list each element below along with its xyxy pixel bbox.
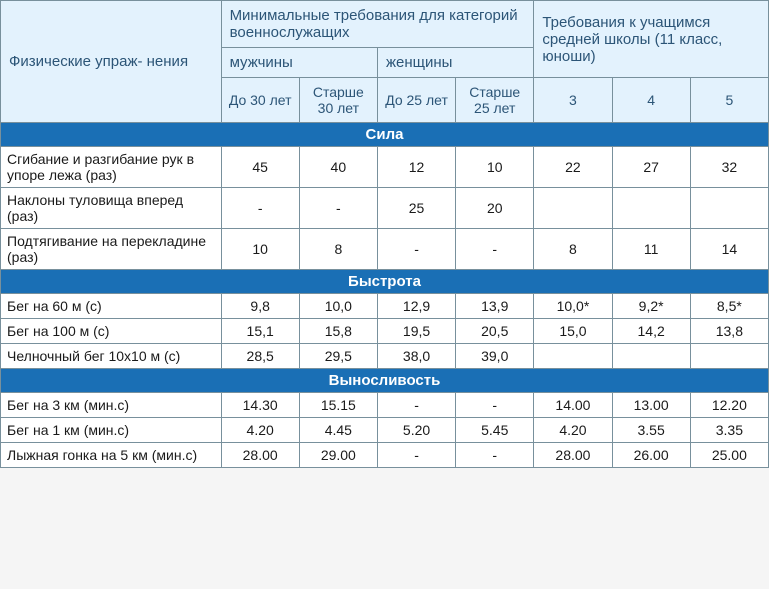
col-grade-4: 4 — [612, 78, 690, 123]
fitness-standards-table: Физические упраж- нения Минимальные треб… — [0, 0, 769, 468]
value-cell: 14.00 — [534, 393, 612, 418]
value-cell: 9,8 — [221, 294, 299, 319]
table-row: Лыжная гонка на 5 км (мин.с)28.0029.00--… — [1, 443, 769, 468]
value-cell: 20 — [456, 188, 534, 229]
value-cell: 19,5 — [377, 319, 455, 344]
value-cell: 40 — [299, 147, 377, 188]
col-women-under25: До 25 лет — [377, 78, 455, 123]
col-grade-3: 3 — [534, 78, 612, 123]
value-cell: 13,8 — [690, 319, 768, 344]
value-cell: - — [456, 443, 534, 468]
value-cell: 4.20 — [221, 418, 299, 443]
table-row: Бег на 100 м (с)15,115,819,520,515,014,2… — [1, 319, 769, 344]
value-cell: 25.00 — [690, 443, 768, 468]
value-cell: 8,5* — [690, 294, 768, 319]
table-body: СилаСгибание и разгибание рук в упоре ле… — [1, 123, 769, 468]
table-row: Бег на 1 км (мин.с)4.204.455.205.454.203… — [1, 418, 769, 443]
value-cell: 45 — [221, 147, 299, 188]
value-cell: 10 — [221, 229, 299, 270]
value-cell: 4.20 — [534, 418, 612, 443]
value-cell: - — [221, 188, 299, 229]
value-cell: 8 — [534, 229, 612, 270]
col-grade-5: 5 — [690, 78, 768, 123]
value-cell: - — [299, 188, 377, 229]
value-cell: 20,5 — [456, 319, 534, 344]
col-men-over30: Старше 30 лет — [299, 78, 377, 123]
value-cell — [534, 344, 612, 369]
value-cell: 11 — [612, 229, 690, 270]
exercise-name: Подтягивание на перекладине (раз) — [1, 229, 222, 270]
value-cell: 4.45 — [299, 418, 377, 443]
col-header-men: мужчины — [221, 48, 377, 78]
value-cell: 28.00 — [221, 443, 299, 468]
value-cell — [534, 188, 612, 229]
value-cell: 13,9 — [456, 294, 534, 319]
value-cell: 29,5 — [299, 344, 377, 369]
value-cell: 5.45 — [456, 418, 534, 443]
value-cell: 32 — [690, 147, 768, 188]
exercise-name: Лыжная гонка на 5 км (мин.с) — [1, 443, 222, 468]
section-header: Сила — [1, 123, 769, 147]
value-cell — [690, 188, 768, 229]
value-cell — [612, 188, 690, 229]
table-row: Наклоны туловища вперед (раз)--2520 — [1, 188, 769, 229]
exercise-name: Челночный бег 10х10 м (с) — [1, 344, 222, 369]
col-header-military: Минимальные требования для категорий вое… — [221, 1, 534, 48]
value-cell: 28,5 — [221, 344, 299, 369]
exercise-name: Бег на 60 м (с) — [1, 294, 222, 319]
exercise-name: Наклоны туловища вперед (раз) — [1, 188, 222, 229]
col-men-under30: До 30 лет — [221, 78, 299, 123]
table-row: Подтягивание на перекладине (раз)108--81… — [1, 229, 769, 270]
col-header-women: женщины — [377, 48, 533, 78]
value-cell: 22 — [534, 147, 612, 188]
value-cell: 27 — [612, 147, 690, 188]
table-row: Бег на 60 м (с)9,810,012,913,910,0*9,2*8… — [1, 294, 769, 319]
value-cell: 39,0 — [456, 344, 534, 369]
value-cell: 10,0* — [534, 294, 612, 319]
value-cell: 12.20 — [690, 393, 768, 418]
exercise-name: Бег на 3 км (мин.с) — [1, 393, 222, 418]
value-cell: 3.55 — [612, 418, 690, 443]
section-header: Быстрота — [1, 270, 769, 294]
value-cell: 15,1 — [221, 319, 299, 344]
value-cell: 14.30 — [221, 393, 299, 418]
value-cell: 9,2* — [612, 294, 690, 319]
value-cell: 12,9 — [377, 294, 455, 319]
value-cell: 8 — [299, 229, 377, 270]
value-cell: 14,2 — [612, 319, 690, 344]
value-cell — [612, 344, 690, 369]
value-cell: 10 — [456, 147, 534, 188]
value-cell: 10,0 — [299, 294, 377, 319]
value-cell: 29.00 — [299, 443, 377, 468]
value-cell: 15.15 — [299, 393, 377, 418]
table-row: Челночный бег 10х10 м (с)28,529,538,039,… — [1, 344, 769, 369]
value-cell: - — [377, 393, 455, 418]
value-cell: 26.00 — [612, 443, 690, 468]
section-header: Выносливость — [1, 369, 769, 393]
value-cell: 25 — [377, 188, 455, 229]
value-cell: 5.20 — [377, 418, 455, 443]
exercise-name: Бег на 1 км (мин.с) — [1, 418, 222, 443]
table-row: Сгибание и разгибание рук в упоре лежа (… — [1, 147, 769, 188]
value-cell: 28.00 — [534, 443, 612, 468]
value-cell — [690, 344, 768, 369]
value-cell: 14 — [690, 229, 768, 270]
value-cell: - — [456, 229, 534, 270]
col-women-over25: Старше 25 лет — [456, 78, 534, 123]
value-cell: 12 — [377, 147, 455, 188]
exercise-name: Бег на 100 м (с) — [1, 319, 222, 344]
exercise-name: Сгибание и разгибание рук в упоре лежа (… — [1, 147, 222, 188]
value-cell: 15,8 — [299, 319, 377, 344]
value-cell: - — [377, 229, 455, 270]
col-header-school: Требования к учащимся средней школы (11 … — [534, 1, 769, 78]
value-cell: 15,0 — [534, 319, 612, 344]
value-cell: - — [456, 393, 534, 418]
value-cell: 3.35 — [690, 418, 768, 443]
value-cell: - — [377, 443, 455, 468]
value-cell: 13.00 — [612, 393, 690, 418]
table-row: Бег на 3 км (мин.с)14.3015.15--14.0013.0… — [1, 393, 769, 418]
col-header-exercise: Физические упраж- нения — [1, 1, 222, 123]
value-cell: 38,0 — [377, 344, 455, 369]
